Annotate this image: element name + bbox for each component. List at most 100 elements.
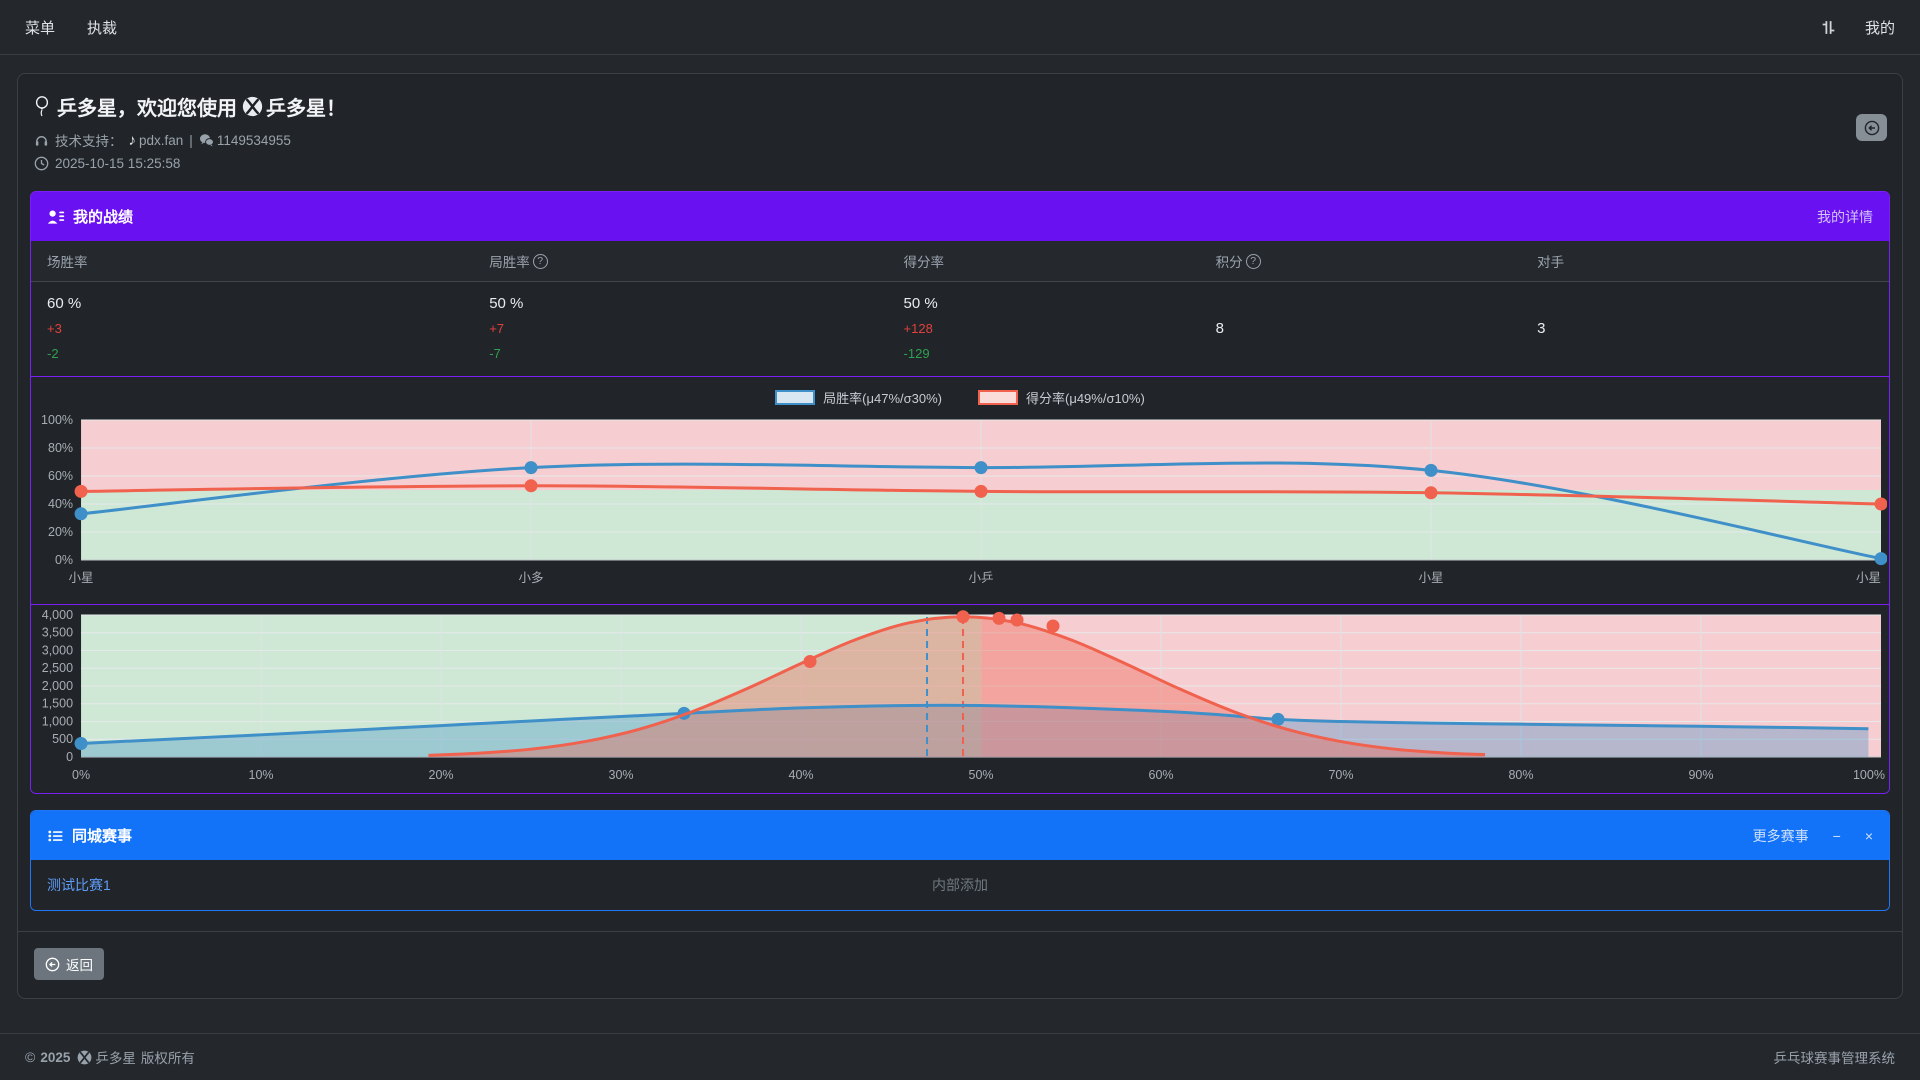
- more-events-link[interactable]: 更多赛事: [1752, 827, 1809, 844]
- support-line: 技术支持： ♪ pdx.fan | 1149534955: [34, 130, 1886, 150]
- events-panel-header: 同城赛事 更多赛事 − ×: [31, 811, 1889, 860]
- copyright-icon: ©: [25, 1049, 36, 1065]
- svg-text:0%: 0%: [55, 553, 73, 567]
- svg-text:80%: 80%: [48, 441, 73, 455]
- legend-game-rate[interactable]: 局胜率(μ47%/σ30%): [775, 388, 942, 407]
- chart-legend: 局胜率(μ47%/σ30%) 得分率(μ49%/σ10%): [33, 381, 1887, 412]
- svg-text:80%: 80%: [1508, 768, 1533, 782]
- stat-cell-opponents: 3: [1537, 319, 1546, 337]
- events-list: 测试比赛1 内部添加: [31, 860, 1889, 910]
- svg-text:1,000: 1,000: [42, 715, 73, 729]
- navbar: 菜单 执裁 我的: [0, 0, 1920, 55]
- clock-icon: [34, 156, 49, 171]
- svg-text:10%: 10%: [249, 768, 274, 782]
- stats-col-opponents: 对手: [1537, 255, 1565, 270]
- stats-panel-header: 我的战绩 我的详情: [31, 192, 1889, 241]
- svg-text:100%: 100%: [41, 413, 73, 427]
- svg-text:小多: 小多: [519, 571, 544, 585]
- events-panel: 同城赛事 更多赛事 − × 测试比赛1 内部添加: [30, 810, 1890, 911]
- svg-text:2,500: 2,500: [42, 661, 73, 675]
- welcome-toggle-button[interactable]: [1856, 114, 1887, 141]
- support-qq-number: 1149534955: [216, 132, 291, 148]
- svg-text:1,500: 1,500: [42, 697, 73, 711]
- card-divider: [18, 931, 1902, 932]
- stat-cell-game-rate: 50 % +7 -7: [489, 295, 524, 361]
- stats-values-row: 60 % +3 -2 50 % +7 -7 50 % +128 -129 8 3: [31, 282, 1889, 376]
- svg-text:100%: 100%: [1853, 768, 1885, 782]
- wechat-icon: [199, 133, 214, 147]
- svg-text:30%: 30%: [609, 768, 634, 782]
- footer-brand: 乒多星: [95, 1051, 136, 1066]
- stats-col-point-rate: 得分率: [903, 255, 945, 270]
- svg-text:3,000: 3,000: [42, 644, 73, 658]
- rate-trend-chart: 局胜率(μ47%/σ30%) 得分率(μ49%/σ10%) 0% 20% 40% 60…: [31, 376, 1889, 604]
- event-item-link[interactable]: 测试比赛1: [47, 877, 111, 893]
- footer-rights: 版权所有: [140, 1051, 195, 1066]
- nav-mine-link[interactable]: 我的: [1864, 19, 1895, 37]
- timestamp-line: 2025-10-15 15:25:58: [34, 156, 1886, 171]
- footer-year: 2025: [40, 1049, 71, 1065]
- balloon-icon: [34, 96, 50, 117]
- headset-icon: [34, 133, 49, 148]
- xbox-logo-icon: [77, 1050, 92, 1065]
- footer-system-name: 乒乓球赛事管理系统: [1773, 1051, 1896, 1066]
- footer: © 2025 乒多星 版权所有 乒乓球赛事管理系统: [0, 1033, 1920, 1080]
- stats-col-game-rate: 局胜率 ?: [473, 241, 887, 281]
- list-icon: [47, 828, 64, 844]
- main-card: 乒多星，欢迎您使用 乒多星！ 技术支持： ♪ pdx.fan |: [17, 73, 1903, 999]
- help-icon[interactable]: ?: [532, 253, 548, 269]
- distribution-chart: 0 500 1,000 1,500 2,000 2,500 3,000 3,500 4,000 0…: [31, 604, 1889, 793]
- svg-text:90%: 90%: [1688, 768, 1713, 782]
- stats-col-match-rate: 场胜率: [47, 255, 88, 270]
- welcome-section: 乒多星，欢迎您使用 乒多星！ 技术支持： ♪ pdx.fan |: [18, 86, 1902, 183]
- events-panel-title: 同城赛事: [72, 828, 133, 845]
- svg-text:2,000: 2,000: [42, 679, 73, 693]
- nav-menu-link[interactable]: 菜单: [25, 19, 56, 37]
- svg-text:小星: 小星: [1856, 571, 1881, 585]
- support-label: 技术支持：: [55, 134, 123, 149]
- support-site-link[interactable]: pdx.fan: [139, 132, 184, 148]
- legend-swatch-blue: [775, 390, 816, 405]
- svg-text:50%: 50%: [969, 768, 994, 782]
- help-icon[interactable]: ?: [1245, 253, 1261, 269]
- minimize-icon[interactable]: −: [1832, 827, 1841, 844]
- svg-text:4,000: 4,000: [42, 609, 73, 622]
- svg-text:60%: 60%: [1148, 768, 1173, 782]
- xbox-logo-icon: [242, 96, 263, 117]
- svg-text:60%: 60%: [48, 469, 73, 483]
- stats-panel-title: 我的战绩: [73, 209, 134, 226]
- stat-cell-score: 8: [1215, 319, 1225, 337]
- svg-text:小星: 小星: [1418, 571, 1443, 585]
- back-button[interactable]: 返回: [34, 948, 104, 980]
- tiktok-icon: ♪: [128, 131, 137, 149]
- timestamp: 2025-10-15 15:25:58: [55, 156, 181, 171]
- stat-cell-match-rate: 60 % +3 -2: [47, 295, 82, 361]
- page-title: 乒多星，欢迎您使用 乒多星！: [34, 92, 1886, 121]
- person-lines-icon: [47, 209, 65, 225]
- svg-text:20%: 20%: [48, 525, 73, 539]
- close-icon[interactable]: ×: [1864, 827, 1873, 844]
- support-divider: |: [189, 132, 193, 148]
- stat-cell-point-rate: 50 % +128 -129: [903, 295, 938, 361]
- svg-text:小星: 小星: [69, 571, 94, 585]
- svg-text:0: 0: [66, 750, 73, 764]
- legend-swatch-red: [978, 390, 1018, 405]
- events-note: 内部添加: [932, 877, 988, 893]
- stats-detail-link[interactable]: 我的详情: [1817, 208, 1873, 225]
- svg-text:40%: 40%: [48, 497, 73, 511]
- svg-text:20%: 20%: [429, 768, 454, 782]
- svg-text:500: 500: [52, 732, 73, 746]
- distribution-chart-svg: 0 500 1,000 1,500 2,000 2,500 3,000 3,500 4,000 0…: [42, 609, 1885, 782]
- welcome-title-prefix: 乒多星，欢迎您使用: [57, 98, 237, 120]
- panel-collapse-icon[interactable]: [1820, 19, 1837, 36]
- stats-header-row: 场胜率 局胜率 ? 得分率 积分 ? 对手: [31, 241, 1889, 282]
- svg-text:40%: 40%: [789, 768, 814, 782]
- stats-panel: 我的战绩 我的详情 场胜率 局胜率 ? 得分率 积分 ? 对手: [30, 191, 1890, 794]
- svg-text:0%: 0%: [72, 768, 90, 782]
- stats-col-score: 积分 ?: [1200, 241, 1521, 281]
- svg-text:小乒: 小乒: [969, 571, 994, 585]
- svg-text:3,500: 3,500: [42, 626, 73, 640]
- nav-referee-link[interactable]: 执裁: [87, 19, 118, 37]
- rate-trend-chart-svg: 0% 20% 40% 60% 80% 100% 小星 小多 小乒 小星 小星: [41, 413, 1887, 585]
- legend-point-rate[interactable]: 得分率(μ49%/σ10%): [978, 388, 1145, 407]
